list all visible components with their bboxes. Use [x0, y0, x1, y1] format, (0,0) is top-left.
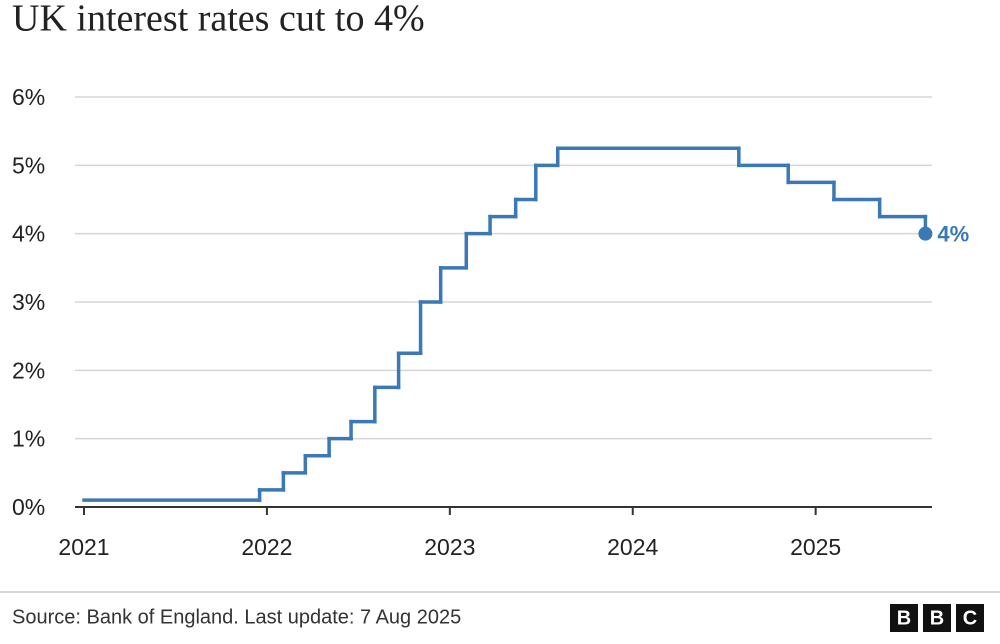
end-point — [918, 226, 933, 241]
logo-box — [890, 604, 918, 632]
x-tick-label: 2023 — [424, 534, 475, 560]
logo-letter: B — [897, 607, 911, 629]
x-tick-label: 2025 — [790, 534, 841, 560]
logo-box — [956, 604, 984, 632]
series: 4% — [82, 146, 969, 502]
logo-letter: B — [930, 607, 944, 629]
x-tick-label: 2022 — [241, 534, 292, 560]
y-tick-label: 5% — [12, 152, 45, 178]
y-tick-label: 6% — [12, 84, 45, 110]
logo-letter: C — [963, 607, 977, 629]
y-tick-label: 1% — [12, 426, 45, 452]
logo-box — [923, 604, 951, 632]
x-tick-label: 2021 — [58, 534, 109, 560]
y-tick-label: 3% — [12, 289, 45, 315]
source: Source: Bank of England. Last update: 7 … — [12, 606, 461, 628]
y-tick-label: 4% — [12, 221, 45, 247]
chart-title: UK interest rates cut to 4% — [12, 0, 425, 40]
y-tick-label: 0% — [12, 494, 45, 520]
value-label: 4% — [937, 221, 969, 246]
y-tick-label: 2% — [12, 357, 45, 383]
x-tick-label: 2024 — [607, 534, 658, 560]
